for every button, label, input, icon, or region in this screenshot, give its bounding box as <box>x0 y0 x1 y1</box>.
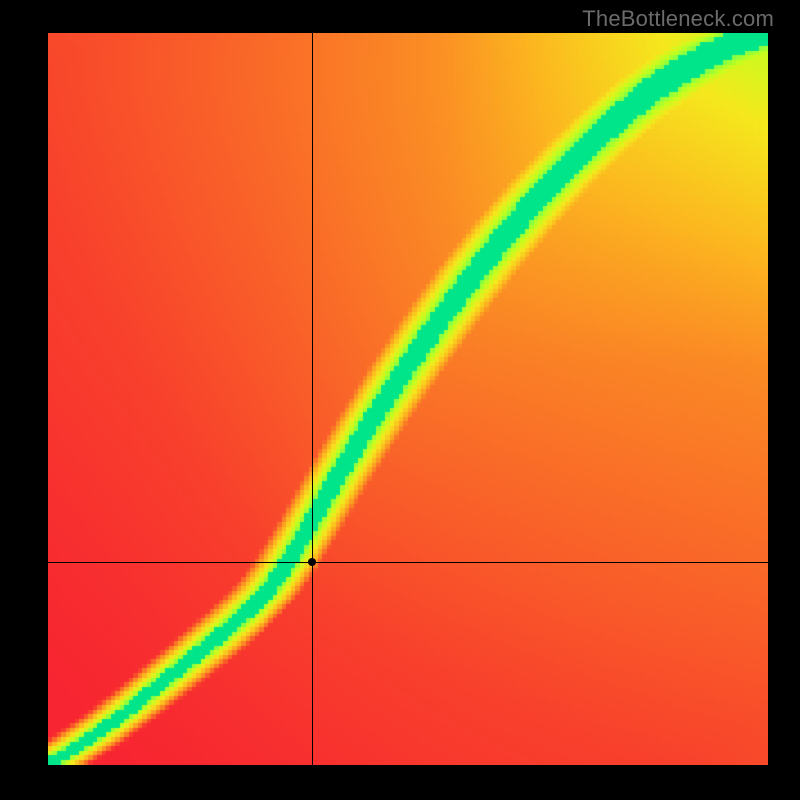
crosshair-horizontal <box>48 562 768 563</box>
bottleneck-heatmap <box>48 33 768 765</box>
crosshair-vertical <box>312 33 313 765</box>
chart-container: TheBottleneck.com <box>0 0 800 800</box>
watermark-text: TheBottleneck.com <box>582 6 774 32</box>
